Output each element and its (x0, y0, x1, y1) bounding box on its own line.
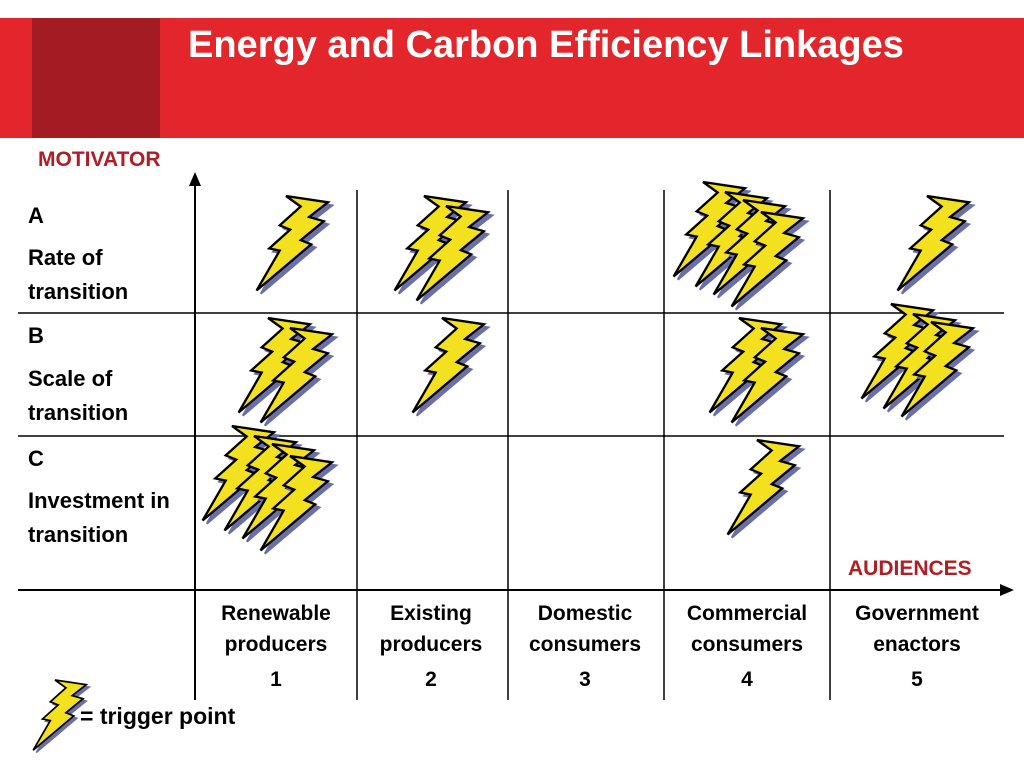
column-1-number: 1 (270, 668, 282, 691)
row-a-label: Rate of transition (28, 245, 129, 304)
trigger-bolt-row1-col5 (896, 194, 975, 295)
row-b-label: Scale of transition (28, 366, 129, 425)
column-4-name: Commercial consumers (686, 602, 808, 656)
row-b-letter: B (28, 323, 44, 348)
y-axis-label: MOTIVATOR (38, 148, 161, 171)
column-4-number: 4 (741, 668, 753, 691)
legend-label: = trigger point (80, 703, 236, 729)
column-2-number: 2 (425, 668, 437, 691)
row-c-letter: C (28, 446, 44, 471)
trigger-bolt-row2-col2 (411, 316, 490, 417)
row-a-letter: A (28, 203, 44, 228)
y-axis-arrow (189, 172, 201, 186)
page-title: Energy and Carbon Efficiency Linkages (188, 24, 904, 66)
title-banner-accent (32, 18, 160, 138)
row-c-label: Investment in transition (28, 488, 170, 547)
column-3-number: 3 (579, 668, 591, 691)
trigger-bolt-row1-col1 (255, 194, 334, 295)
column-2-name: Existing producers (379, 602, 483, 656)
trigger-bolt-row3-col4 (726, 438, 805, 539)
x-axis-label: AUDIENCES (848, 557, 972, 580)
column-3-name: Domestic consumers (528, 602, 642, 656)
column-5-name: Government enactors (855, 602, 979, 656)
column-1-name: Renewable producers (221, 602, 331, 656)
title-banner: Energy and Carbon Efficiency Linkages (0, 18, 1024, 138)
trigger-bolts (201, 180, 979, 555)
column-5-number: 5 (911, 668, 923, 691)
x-axis-arrow (1000, 584, 1014, 596)
